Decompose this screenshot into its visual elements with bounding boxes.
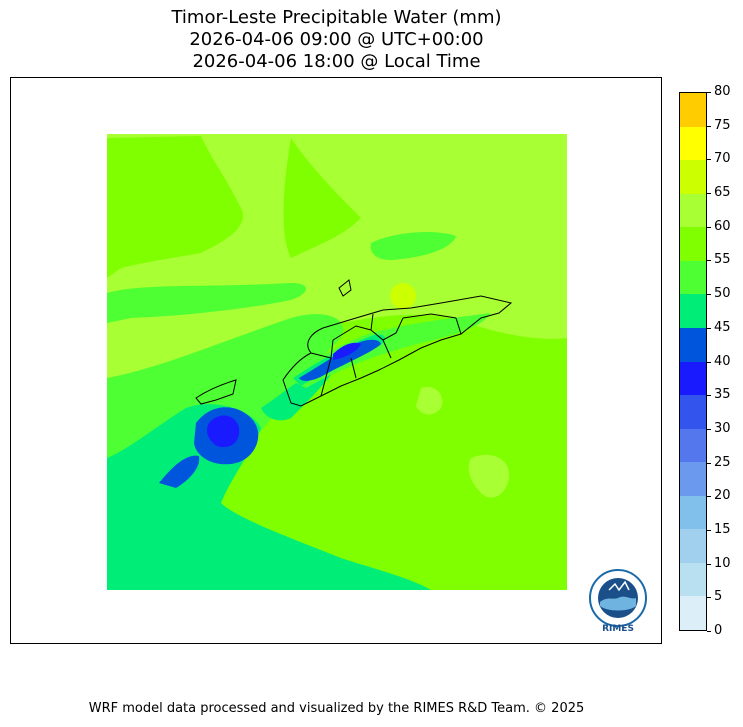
- field-50-55-timor-spine: [286, 313, 491, 388]
- field-60-65-southeast: [468, 454, 510, 498]
- field-50-55-north: [370, 232, 456, 260]
- colorbar-segment: [680, 562, 706, 597]
- colorbar-tick: [707, 362, 711, 363]
- colorbar-segment: [680, 294, 706, 328]
- colorbar-label: 65: [714, 185, 731, 200]
- colorbar-tick: [707, 463, 711, 464]
- colorbar-segment: [680, 428, 706, 463]
- colorbar-segment: [680, 160, 706, 194]
- colorbar-segment: [680, 126, 706, 161]
- colorbar-tick: [707, 193, 711, 194]
- colorbar-label: 50: [714, 286, 731, 301]
- colorbar-tick: [707, 530, 711, 531]
- colorbar-label: 55: [714, 252, 731, 267]
- colorbar-label: 75: [714, 118, 731, 133]
- map-title-line-3: 2026-04-06 18:00 @ Local Time: [192, 51, 481, 72]
- colorbar-tick: [707, 631, 711, 632]
- field-40-45-south-streak: [159, 455, 200, 488]
- map-panel: [10, 77, 662, 644]
- logo-wordmark: RIMES: [602, 624, 634, 634]
- colorbar-segment: [680, 529, 706, 563]
- colorbar-segment: [680, 462, 706, 496]
- colorbar-tick: [707, 92, 711, 93]
- colorbar-segment: [680, 260, 706, 295]
- colorbar-tick: [707, 597, 711, 598]
- colorbar-tick: [707, 496, 711, 497]
- colorbar-segment: [680, 227, 706, 261]
- colorbar-tick: [707, 126, 711, 127]
- colorbar-tick: [707, 294, 711, 295]
- map-title-line-1: Timor-Leste Precipitable Water (mm): [171, 7, 502, 28]
- colorbar-label: 20: [714, 488, 731, 503]
- district-boundaries: [195, 279, 513, 407]
- colorbar-segment: [680, 361, 706, 396]
- colorbar-segment: [680, 193, 706, 228]
- footer-credit: WRF model data processed and visualized …: [88, 701, 585, 716]
- colorbar-segment: [680, 495, 706, 530]
- colorbar-label: 5: [714, 589, 723, 604]
- colorbar-label: 60: [714, 219, 731, 234]
- colorbar-tick: [707, 429, 711, 430]
- precipitable-water-map: [107, 134, 567, 590]
- colorbar-segment: [680, 596, 706, 630]
- colorbar-label: 10: [714, 556, 731, 571]
- colorbar-label: 40: [714, 354, 731, 369]
- colorbar-segment: [680, 327, 706, 362]
- atauro-outline: [338, 279, 352, 297]
- rimes-logo: RIMES: [589, 569, 647, 634]
- field-35-40-timor: [333, 342, 361, 360]
- colorbar-tick: [707, 395, 711, 396]
- colorbar-tick: [707, 227, 711, 228]
- colorbar-label: 35: [714, 387, 731, 402]
- colorbar-tick: [707, 260, 711, 261]
- map-title-line-2: 2026-04-06 09:00 @ UTC+00:00: [189, 29, 484, 50]
- oecusse-outline: [195, 379, 237, 405]
- field-45-50-southwest: [107, 404, 431, 590]
- field-40-45-timor: [299, 339, 381, 381]
- colorbar-label: 15: [714, 522, 731, 537]
- colorbar: [679, 92, 707, 631]
- colorbar-label: 30: [714, 421, 731, 436]
- colorbar-segment: [680, 395, 706, 429]
- colorbar-tick: [707, 328, 711, 329]
- colorbar-label: 45: [714, 320, 731, 335]
- field-55-60-southeast: [315, 338, 567, 590]
- field-60-65-east: [416, 386, 443, 415]
- field-55-60-north-center: [283, 138, 361, 258]
- colorbar-label: 80: [714, 84, 731, 99]
- colorbar-segment: [680, 93, 706, 127]
- field-55-60-northwest: [107, 136, 243, 278]
- colorbar-label: 70: [714, 151, 731, 166]
- field-35-40-southwest: [207, 415, 240, 448]
- colorbar-label: 0: [714, 623, 723, 638]
- field-50-55-west: [107, 283, 306, 323]
- colorbar-tick: [707, 159, 711, 160]
- field-65-70: [390, 283, 416, 309]
- colorbar-label: 25: [714, 455, 731, 470]
- timor-outline: [282, 295, 513, 407]
- colorbar-tick: [707, 564, 711, 565]
